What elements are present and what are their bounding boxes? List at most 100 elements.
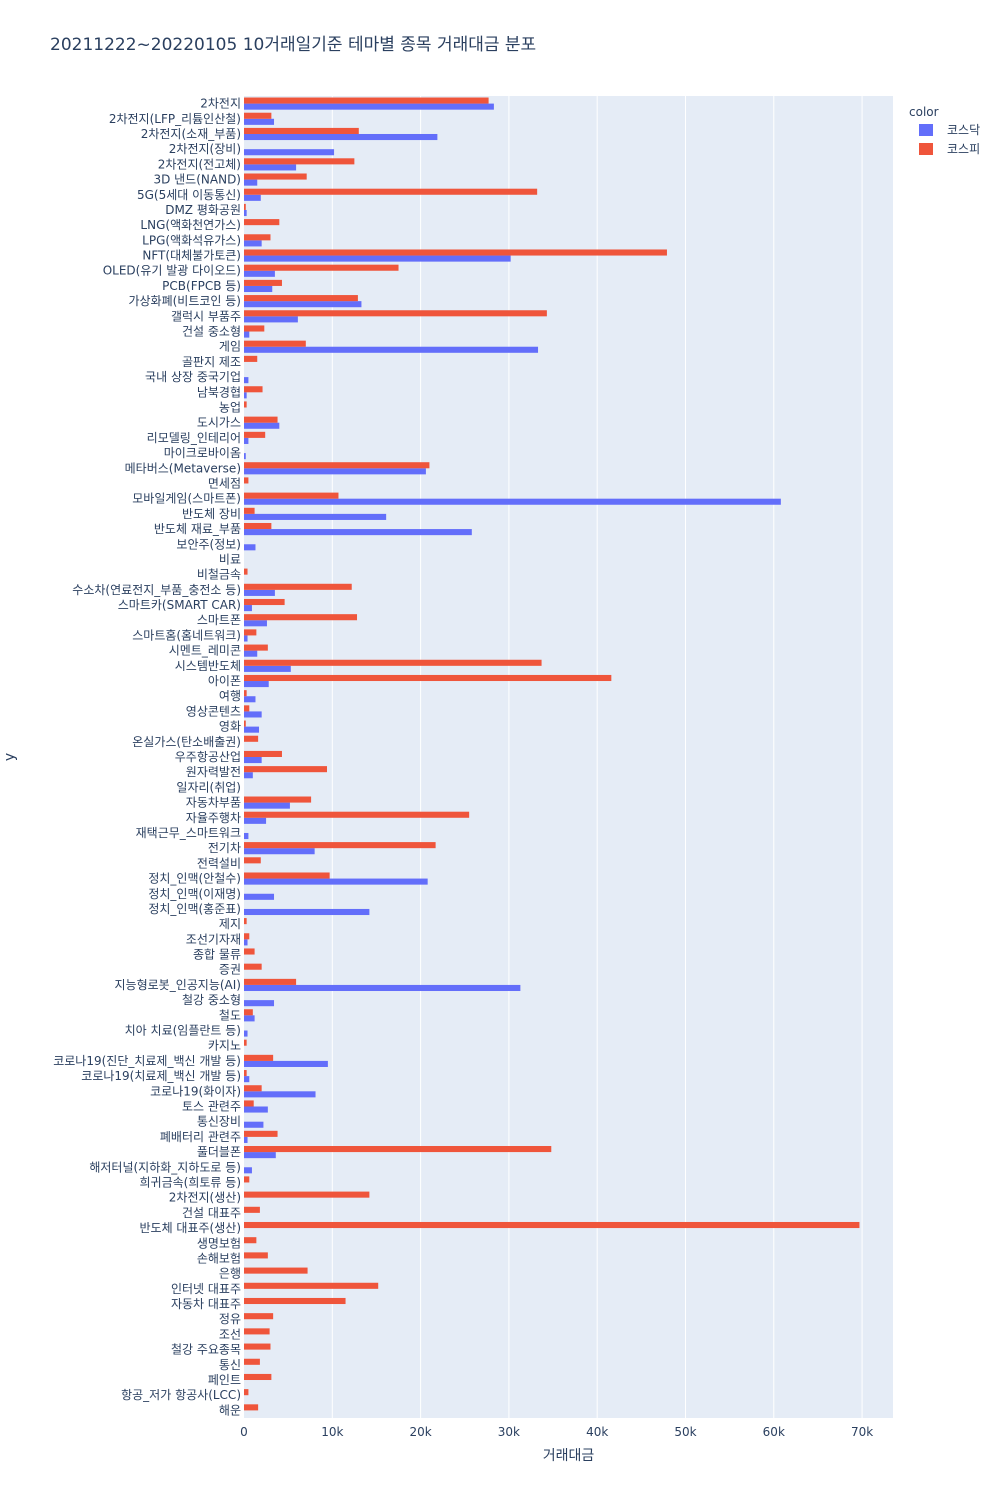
bar-kospi[interactable] (244, 1176, 250, 1183)
bar-kospi[interactable] (244, 1206, 260, 1213)
bar-kosdaq[interactable] (244, 392, 247, 399)
bar-kosdaq[interactable] (244, 179, 258, 186)
bar-kospi[interactable] (244, 127, 359, 134)
bar-kospi[interactable] (244, 735, 259, 742)
bar-kospi[interactable] (244, 1328, 270, 1335)
bar-kosdaq[interactable] (244, 1015, 255, 1022)
bar-kospi[interactable] (244, 1282, 379, 1289)
bar-kosdaq[interactable] (244, 346, 539, 353)
bar-kospi[interactable] (244, 872, 330, 879)
bar-kospi[interactable] (244, 1070, 247, 1077)
bar-kospi[interactable] (244, 264, 399, 271)
bar-kospi[interactable] (244, 1252, 268, 1259)
bar-kospi[interactable] (244, 614, 358, 621)
bar-kosdaq[interactable] (244, 240, 262, 247)
bar-kospi[interactable] (244, 1389, 249, 1396)
legend-item-kospi[interactable]: 코스피 (919, 142, 980, 156)
bar-kosdaq[interactable] (244, 301, 362, 308)
bar-kosdaq[interactable] (244, 681, 269, 688)
bar-kosdaq[interactable] (244, 149, 335, 156)
bar-kospi[interactable] (244, 295, 358, 302)
bar-kosdaq[interactable] (244, 832, 249, 840)
bar-kospi[interactable] (244, 279, 282, 286)
bar-kospi[interactable] (244, 188, 538, 195)
bar-kospi[interactable] (244, 401, 247, 408)
bar-kospi[interactable] (244, 1100, 254, 1107)
bar-kosdaq[interactable] (244, 1000, 275, 1007)
bar-kosdaq[interactable] (244, 1152, 276, 1159)
bar-kosdaq[interactable] (244, 331, 250, 338)
bar-kosdaq[interactable] (244, 1030, 248, 1037)
bar-kosdaq[interactable] (244, 589, 275, 596)
bar-kospi[interactable] (244, 690, 247, 697)
bar-kosdaq[interactable] (244, 726, 260, 733)
bar-kosdaq[interactable] (244, 118, 275, 125)
bar-kosdaq[interactable] (244, 1091, 316, 1098)
bar-kospi[interactable] (244, 1297, 346, 1305)
bar-kospi[interactable] (244, 598, 285, 606)
bar-kosdaq[interactable] (244, 453, 246, 460)
bar-kospi[interactable] (244, 1054, 274, 1061)
bar-kosdaq[interactable] (244, 711, 262, 718)
bar-kospi[interactable] (244, 340, 306, 347)
bar-kospi[interactable] (244, 583, 352, 590)
bar-kospi[interactable] (244, 644, 268, 651)
bar-kospi[interactable] (244, 522, 272, 530)
bar-kosdaq[interactable] (244, 893, 275, 900)
bar-kosdaq[interactable] (244, 285, 273, 293)
bar-kosdaq[interactable] (244, 620, 267, 627)
bar-kosdaq[interactable] (244, 437, 249, 444)
bar-kospi[interactable] (244, 431, 266, 438)
bar-kosdaq[interactable] (244, 939, 248, 946)
bar-kosdaq[interactable] (244, 270, 275, 277)
bar-kosdaq[interactable] (244, 377, 249, 384)
bar-kosdaq[interactable] (244, 1121, 264, 1128)
bar-kosdaq[interactable] (244, 513, 387, 520)
bar-kospi[interactable] (244, 325, 265, 332)
bar-kosdaq[interactable] (244, 802, 290, 809)
bar-kosdaq[interactable] (244, 817, 267, 824)
bar-kospi[interactable] (244, 477, 249, 484)
bar-kospi[interactable] (244, 355, 258, 362)
bar-kosdaq[interactable] (244, 665, 291, 672)
bar-kospi[interactable] (244, 796, 312, 803)
bar-kosdaq[interactable] (244, 133, 438, 141)
bar-kospi[interactable] (244, 1343, 271, 1350)
bar-kosdaq[interactable] (244, 194, 261, 201)
bar-kospi[interactable] (244, 1267, 308, 1274)
bar-kospi[interactable] (244, 933, 250, 940)
bar-kosdaq[interactable] (244, 1076, 250, 1083)
bar-kosdaq[interactable] (244, 164, 297, 171)
bar-kosdaq[interactable] (244, 1106, 268, 1113)
bar-kospi[interactable] (244, 386, 263, 393)
bar-kosdaq[interactable] (244, 1060, 328, 1067)
bar-kosdaq[interactable] (244, 529, 472, 536)
bar-kospi[interactable] (244, 1237, 257, 1244)
bar-kospi[interactable] (244, 918, 247, 925)
bar-kospi[interactable] (244, 1313, 274, 1320)
bar-kospi[interactable] (244, 462, 430, 469)
bar-kospi[interactable] (244, 948, 255, 955)
bar-kospi[interactable] (244, 249, 667, 256)
bar-kospi[interactable] (244, 492, 339, 499)
bar-kospi[interactable] (244, 1404, 259, 1411)
bar-kospi[interactable] (244, 1039, 247, 1046)
bar-kospi[interactable] (244, 568, 248, 575)
bar-kospi[interactable] (244, 1130, 278, 1137)
bar-kospi[interactable] (244, 97, 489, 104)
bar-kosdaq[interactable] (244, 878, 428, 885)
bar-kospi[interactable] (244, 173, 307, 180)
bar-kospi[interactable] (244, 978, 297, 985)
bar-kospi[interactable] (244, 1221, 860, 1229)
bar-kosdaq[interactable] (244, 1167, 252, 1174)
bar-kospi[interactable] (244, 705, 250, 712)
bar-kosdaq[interactable] (244, 908, 370, 916)
bar-kosdaq[interactable] (244, 650, 258, 657)
bar-kospi[interactable] (244, 629, 257, 636)
bar-kospi[interactable] (244, 963, 262, 970)
bar-kosdaq[interactable] (244, 696, 256, 703)
bar-kospi[interactable] (244, 659, 542, 666)
bar-kospi[interactable] (244, 219, 280, 226)
bar-kosdaq[interactable] (244, 984, 521, 992)
bar-kosdaq[interactable] (244, 605, 252, 612)
